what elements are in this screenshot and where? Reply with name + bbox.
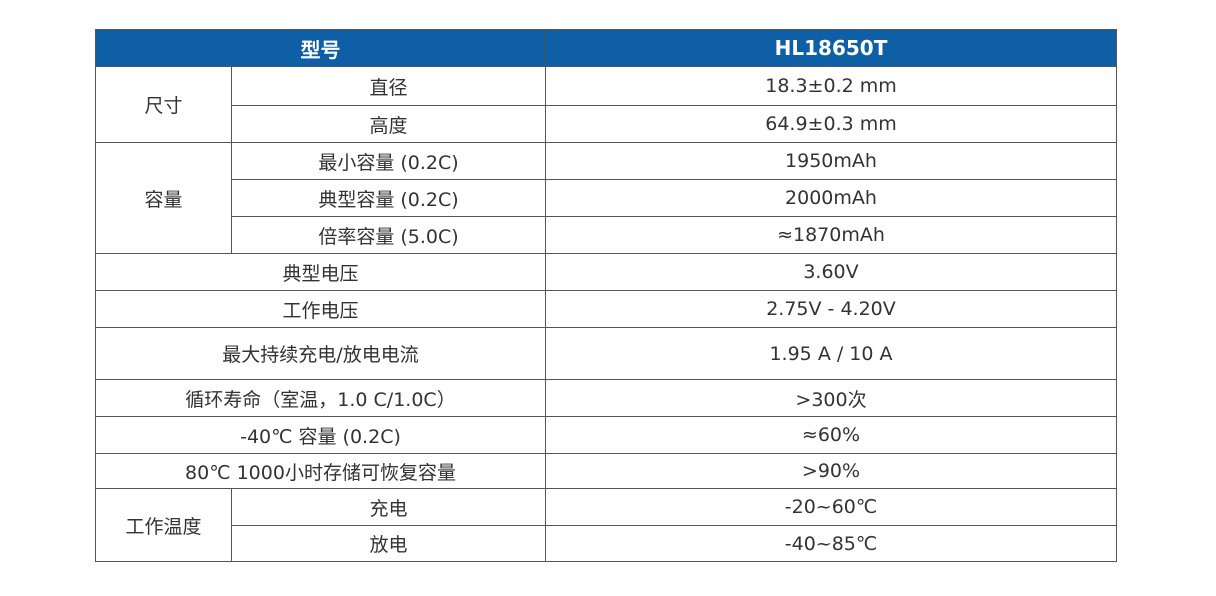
row-label: 直径 — [231, 66, 546, 106]
row-label: 放电 — [231, 525, 546, 562]
table-row: 典型电压 3.60V — [95, 253, 1117, 291]
spec-table: 型号 HL18650T 尺寸 直径 18.3±0.2 mm 高度 64.9±0.3 mm… — [95, 29, 1117, 562]
row-label: 最大持续充电/放电电流 — [95, 327, 546, 380]
row-value: 2.75V - 4.20V — [545, 290, 1117, 328]
row-label: 倍率容量 (5.0C) — [231, 216, 546, 254]
row-value: ≈60% — [545, 416, 1117, 454]
row-value: >300次 — [545, 379, 1117, 417]
table-row: 高度 64.9±0.3 mm — [96, 105, 1117, 143]
row-label: -40℃ 容量 (0.2C) — [95, 416, 546, 454]
table-row: 倍率容量 (5.0C) ≈1870mAh — [96, 216, 1117, 254]
group-label: 尺寸 — [95, 66, 232, 143]
row-label: 高度 — [231, 105, 546, 143]
table-row: 典型容量 (0.2C) 2000mAh — [96, 179, 1117, 217]
row-label: 典型电压 — [95, 253, 546, 291]
row-label: 充电 — [231, 488, 546, 526]
row-value: -40~85℃ — [545, 525, 1117, 562]
table-row: 循环寿命（室温，1.0 C/1.0C） >300次 — [95, 379, 1117, 417]
table-row: 最大持续充电/放电电流 1.95 A / 10 A — [95, 327, 1117, 380]
row-value: 3.60V — [545, 253, 1117, 291]
table-body: 尺寸 直径 18.3±0.2 mm 高度 64.9±0.3 mm 容量 最小容量 (0.2C… — [95, 66, 1117, 562]
table-row: 工作电压 2.75V - 4.20V — [95, 290, 1117, 328]
group-label: 容量 — [95, 142, 232, 254]
table-row: 放电 -40~85℃ — [96, 525, 1117, 562]
row-value: 1950mAh — [545, 142, 1117, 180]
row-value: 2000mAh — [545, 179, 1117, 217]
row-label: 最小容量 (0.2C) — [231, 142, 546, 180]
row-label: 工作电压 — [95, 290, 546, 328]
row-label: 循环寿命（室温，1.0 C/1.0C） — [95, 379, 546, 417]
row-label: 典型容量 (0.2C) — [231, 179, 546, 217]
header-cell: HL18650T — [545, 29, 1117, 67]
row-value: >90% — [545, 453, 1117, 489]
header-cell: 型号 — [95, 29, 546, 67]
table-row: 尺寸 直径 18.3±0.2 mm — [95, 66, 1117, 143]
row-value: 1.95 A / 10 A — [545, 327, 1117, 380]
header-row: 型号 HL18650T — [95, 29, 1117, 67]
row-value: ≈1870mAh — [545, 216, 1117, 254]
row-label: 80℃ 1000小时存储可恢复容量 — [95, 453, 546, 489]
table-row: -40℃ 容量 (0.2C) ≈60% — [95, 416, 1117, 454]
group-label: 工作温度 — [95, 488, 232, 562]
row-value: 18.3±0.2 mm — [545, 66, 1117, 106]
row-value: 64.9±0.3 mm — [545, 105, 1117, 143]
table-row: 80℃ 1000小时存储可恢复容量 >90% — [95, 453, 1117, 489]
table-row: 容量 最小容量 (0.2C) 1950mAh — [95, 142, 1117, 254]
table-row: 工作温度 充电 -20~60℃ — [95, 488, 1117, 562]
row-value: -20~60℃ — [545, 488, 1117, 526]
